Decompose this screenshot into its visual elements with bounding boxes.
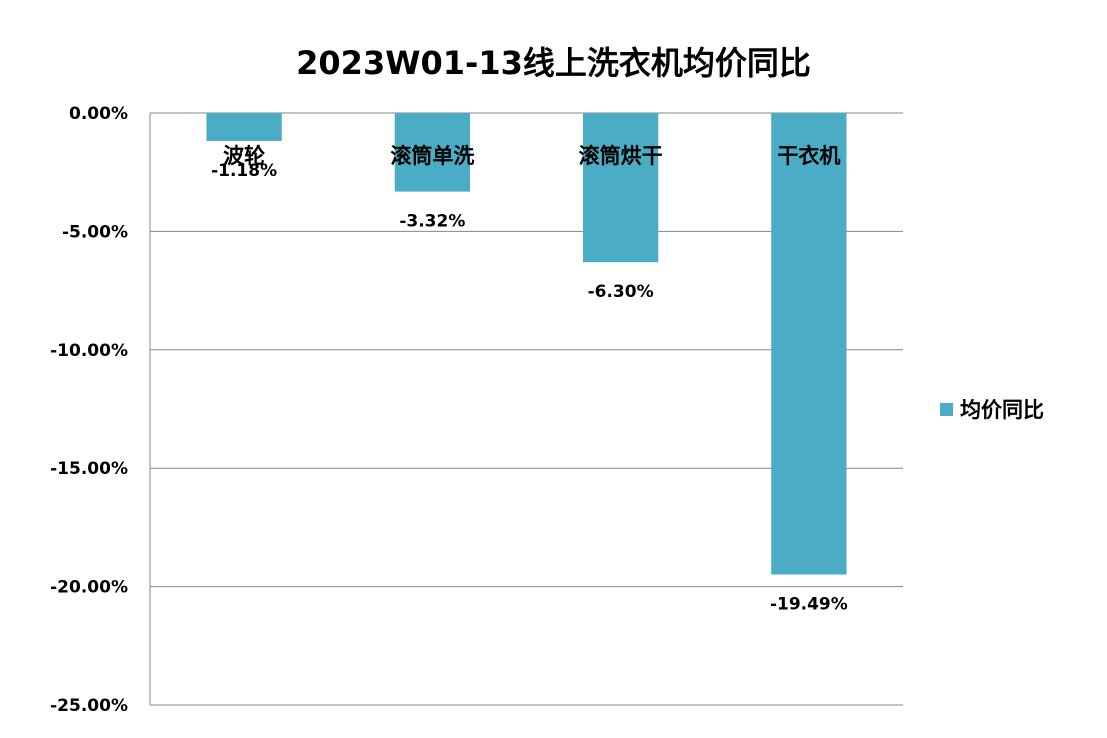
y-tick-label: -10.00% <box>50 341 128 361</box>
data-label: -3.32% <box>399 212 465 232</box>
bar <box>771 113 847 575</box>
data-label: -1.18% <box>211 161 277 181</box>
chart-title: 2023W01-13线上洗衣机均价同比 <box>296 44 811 82</box>
category-label: 滚筒单洗 <box>390 144 474 168</box>
category-label: 波轮 <box>223 144 265 168</box>
bar <box>394 113 471 192</box>
legend-label: 均价同比 <box>960 398 1044 422</box>
y-tick-label: -5.00% <box>62 222 128 242</box>
y-tick-label: -15.00% <box>50 459 128 479</box>
y-tick-label: 0.00% <box>69 104 128 124</box>
y-tick-label: -25.00% <box>50 696 128 716</box>
category-label: 干衣机 <box>777 144 840 168</box>
bar <box>582 113 659 263</box>
y-tick-label: -20.00% <box>50 578 128 598</box>
data-label: -6.30% <box>588 282 654 302</box>
data-label: -19.49% <box>770 595 848 615</box>
category-label: 滚筒烘干 <box>579 144 663 168</box>
bar <box>206 113 282 141</box>
legend-swatch <box>940 403 953 416</box>
